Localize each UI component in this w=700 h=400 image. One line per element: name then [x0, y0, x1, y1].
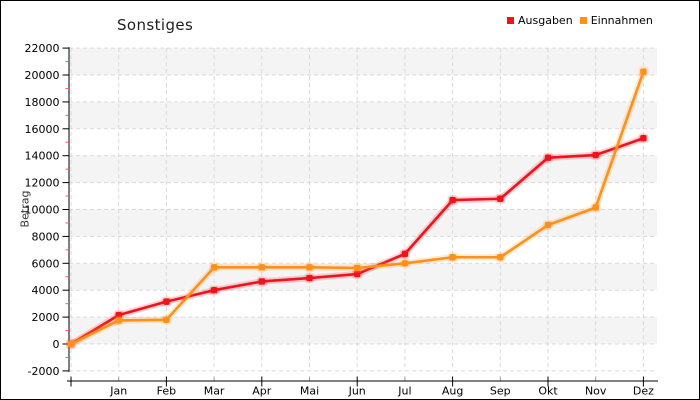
plot-band	[69, 75, 657, 102]
x-tick-label: Jul	[397, 385, 411, 398]
data-point-einnahmen	[544, 221, 552, 229]
data-point-einnahmen	[497, 254, 504, 261]
data-point-ausgaben	[497, 195, 504, 202]
y-tick-label: 4000	[32, 284, 60, 297]
data-point-einnahmen	[449, 254, 456, 261]
y-tick-label: 20000	[25, 69, 60, 82]
data-point-ausgaben	[640, 135, 647, 142]
data-point-einnahmen	[401, 260, 409, 267]
plot-band	[69, 182, 657, 210]
y-tick-label: 18000	[25, 96, 60, 109]
data-point-ausgaben	[592, 151, 599, 159]
legend-item-ausgaben: Ausgaben	[507, 14, 573, 27]
x-tick-label: Dez	[633, 385, 654, 398]
data-point-ausgaben	[401, 250, 409, 258]
y-tick-label: 10000	[25, 204, 60, 217]
data-point-ausgaben	[354, 270, 361, 278]
x-tick-label: Mai	[300, 385, 319, 398]
data-point-einnahmen	[354, 264, 361, 272]
x-tick-label: Okt	[538, 385, 558, 398]
x-tick-label: Nov	[585, 385, 607, 398]
data-point-einnahmen	[67, 340, 75, 348]
plot-band	[69, 209, 657, 237]
x-tick-label: Apr	[252, 385, 272, 398]
x-tick-label: Mar	[204, 385, 225, 398]
plot-band	[69, 236, 657, 264]
y-tick-label: 16000	[25, 123, 60, 136]
plot-band	[69, 344, 657, 371]
x-tick-label: Aug	[442, 385, 463, 398]
data-point-einnahmen	[592, 204, 599, 211]
y-tick-label: 22000	[25, 42, 60, 55]
legend-label-ausgaben: Ausgaben	[518, 14, 573, 27]
x-tick-label: Feb	[157, 385, 176, 398]
y-tick-label: 8000	[32, 230, 60, 243]
legend-swatch-ausgaben-icon	[507, 17, 514, 24]
y-tick-label: -2000	[28, 365, 60, 378]
y-tick-label: 2000	[32, 311, 60, 324]
data-point-ausgaben	[210, 287, 218, 294]
x-tick-label: Sep	[490, 385, 511, 398]
plot-band	[69, 128, 657, 156]
y-tick-label: 6000	[32, 257, 60, 270]
plot-band	[69, 101, 657, 129]
legend-swatch-einnahmen-icon	[579, 17, 587, 24]
y-tick-label: 14000	[25, 150, 60, 163]
plot-band	[69, 48, 657, 75]
data-point-einnahmen	[306, 264, 313, 271]
data-point-einnahmen	[115, 317, 122, 324]
data-point-einnahmen	[163, 316, 170, 323]
legend-item-einnahmen: Einnahmen	[579, 14, 653, 27]
data-point-einnahmen	[640, 68, 647, 75]
legend-label-einnahmen: Einnahmen	[590, 14, 653, 27]
y-tick-label: 0	[53, 338, 60, 351]
data-point-ausgaben	[306, 274, 313, 282]
y-tick-label: 12000	[25, 177, 60, 190]
legend: Ausgaben Einnahmen	[507, 14, 653, 27]
data-point-einnahmen	[210, 264, 218, 271]
data-point-ausgaben	[544, 154, 552, 161]
plot-band	[69, 155, 657, 183]
data-point-ausgaben	[449, 196, 456, 204]
x-tick-label: Jan	[109, 385, 127, 398]
x-tick-label: Jun	[348, 385, 366, 398]
data-point-ausgaben	[258, 278, 265, 285]
data-point-ausgaben	[115, 311, 122, 319]
data-point-ausgaben	[163, 298, 170, 305]
chart-title: Sonstiges	[117, 16, 194, 34]
data-point-einnahmen	[258, 264, 265, 271]
